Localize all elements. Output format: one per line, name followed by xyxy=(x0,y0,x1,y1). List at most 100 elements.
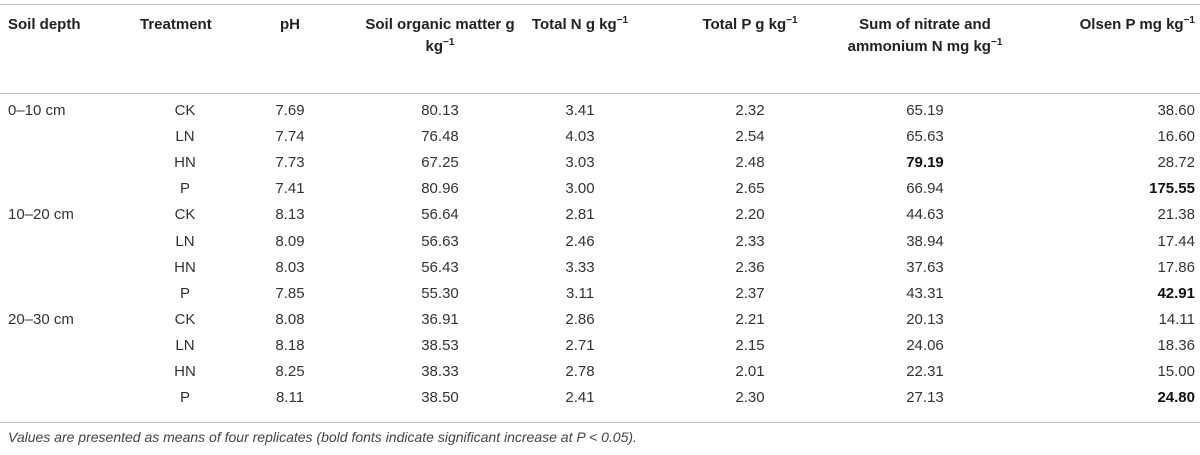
table-cell-treatment: HN xyxy=(174,363,196,380)
table-cell-ph: 7.73 xyxy=(275,154,305,172)
table-cell-olsen: 175.55 xyxy=(1149,180,1195,198)
column-header-nn: Sum of nitrate and ammonium N mg kg−1 xyxy=(840,14,1010,58)
table-cell-treatment: HN xyxy=(174,154,196,172)
table-cell-nn: 79.19 xyxy=(906,154,944,172)
column-header-olsen: Olsen P mg kg−1 xyxy=(1045,14,1195,36)
table-cell-tp: 2.01 xyxy=(735,363,765,380)
table-cell-tn: 2.41 xyxy=(565,389,595,407)
header-bottom-rule xyxy=(0,93,1200,94)
table-cell-olsen: 15.00 xyxy=(1157,363,1195,380)
table-cell-tn: 2.78 xyxy=(565,363,595,380)
table-cell-som: 76.48 xyxy=(421,128,459,146)
table-cell-tn: 3.41 xyxy=(565,102,595,119)
column-header-ph: pH xyxy=(250,14,330,36)
table-cell-treatment: P xyxy=(179,284,190,302)
column-header-label: Treatment xyxy=(140,16,212,33)
table-cell-ph: 7.41 xyxy=(275,180,305,198)
table-cell-nn: 27.13 xyxy=(906,389,944,407)
table-cell-treatment: CK xyxy=(174,310,196,328)
table-cell-tp: 2.48 xyxy=(735,154,765,172)
table-cell-tn: 2.81 xyxy=(565,206,595,224)
table-cell-nn: 66.94 xyxy=(906,180,944,198)
table-cell-nn: 43.31 xyxy=(906,284,944,302)
table-cell-som: 38.50 xyxy=(421,389,459,407)
table-cell-tp: 2.21 xyxy=(735,310,765,328)
table-cell-olsen: 38.60 xyxy=(1157,102,1195,119)
column-header-unit: mg kg xyxy=(946,38,991,55)
table-cell-ph: 8.13 xyxy=(275,206,305,224)
table-cell-nn: 65.19 xyxy=(906,102,944,119)
table-cell-tn: 3.33 xyxy=(565,258,595,276)
table-cell-som: 56.43 xyxy=(421,258,459,276)
table-cell-tp: 2.15 xyxy=(735,336,765,354)
table-cell-som: 56.63 xyxy=(421,232,459,250)
column-header-som: Soil organic matter g kg−1 xyxy=(360,14,520,58)
table-cell-nn: 38.94 xyxy=(906,232,944,250)
table-cell-som: 38.53 xyxy=(421,336,459,354)
table-cell-tp: 2.20 xyxy=(735,206,765,224)
table-cell-tp: 2.32 xyxy=(735,102,765,119)
table-cell-olsen: 16.60 xyxy=(1157,128,1195,146)
column-header-label: Total N xyxy=(531,16,582,33)
table-cell-treatment: P xyxy=(179,180,190,198)
table-bottom-rule xyxy=(0,422,1200,423)
column-header-label: Soil depth xyxy=(8,16,81,33)
column-header-unit: g kg xyxy=(755,16,787,33)
table-cell-ph: 8.11 xyxy=(275,389,305,407)
table-cell-depth: 0–10 cm xyxy=(8,102,66,119)
table-cell-treatment: LN xyxy=(175,336,195,354)
table-cell-ph: 8.25 xyxy=(275,363,305,380)
table-cell-treatment: HN xyxy=(174,258,196,276)
table-cell-tn: 3.03 xyxy=(565,154,595,172)
table-cell-treatment: CK xyxy=(174,102,196,119)
table-cell-olsen: 24.80 xyxy=(1157,389,1195,407)
column-header-unit-exponent: −1 xyxy=(616,15,629,26)
table-cell-olsen: 14.11 xyxy=(1158,310,1195,328)
table-cell-tn: 3.11 xyxy=(565,284,595,302)
table-cell-nn: 20.13 xyxy=(906,310,944,328)
table-cell-tp: 2.65 xyxy=(735,180,765,198)
table-cell-tp: 2.37 xyxy=(735,284,765,302)
table-cell-olsen: 17.44 xyxy=(1157,232,1195,250)
table-cell-olsen: 28.72 xyxy=(1157,154,1195,172)
table-cell-olsen: 21.38 xyxy=(1157,206,1195,224)
table-cell-ph: 7.74 xyxy=(275,128,305,146)
table-cell-ph: 7.69 xyxy=(275,102,305,119)
table-cell-olsen: 18.36 xyxy=(1157,336,1195,354)
table-cell-ph: 7.85 xyxy=(275,284,305,302)
table-cell-olsen: 42.91 xyxy=(1157,284,1195,302)
table-cell-ph: 8.08 xyxy=(275,310,305,328)
column-header-label: pH xyxy=(280,16,300,33)
table-cell-tn: 3.00 xyxy=(565,180,595,198)
table-cell-som: 55.30 xyxy=(421,284,459,302)
table-top-rule xyxy=(0,4,1200,5)
column-header-treatment: Treatment xyxy=(140,14,250,36)
column-header-unit: g kg xyxy=(585,16,617,33)
column-header-unit-exponent: −1 xyxy=(990,37,1003,48)
table-cell-som: 80.96 xyxy=(421,180,459,198)
table-cell-olsen: 17.86 xyxy=(1157,258,1195,276)
column-header-unit-exponent: −1 xyxy=(1183,15,1195,26)
column-header-label: Olsen P xyxy=(1079,16,1136,33)
table-cell-nn: 22.31 xyxy=(906,363,944,380)
table-cell-ph: 8.03 xyxy=(275,258,305,276)
column-header-unit-exponent: −1 xyxy=(786,15,798,26)
table-cell-tp: 2.54 xyxy=(735,128,765,146)
table-cell-ph: 8.18 xyxy=(275,336,305,354)
table-cell-som: 38.33 xyxy=(421,363,459,380)
table-cell-tp: 2.33 xyxy=(735,232,765,250)
column-header-label: Soil organic matter xyxy=(365,16,502,33)
column-header-tp: Total P g kg−1 xyxy=(680,14,820,36)
table-cell-treatment: P xyxy=(179,389,190,407)
table-cell-nn: 44.63 xyxy=(906,206,944,224)
table-cell-treatment: CK xyxy=(174,206,196,224)
table-cell-som: 56.64 xyxy=(421,206,459,224)
table-cell-tp: 2.36 xyxy=(735,258,765,276)
table-footnote: Values are presented as means of four re… xyxy=(8,429,637,445)
table-cell-ph: 8.09 xyxy=(275,232,305,250)
column-header-unit: g kg xyxy=(425,16,515,55)
table-cell-depth: 10–20 cm xyxy=(8,206,74,224)
table-cell-tn: 2.86 xyxy=(565,310,595,328)
table-cell-nn: 65.63 xyxy=(906,128,944,146)
column-header-label: Sum of nitrate and ammonium N xyxy=(847,16,991,55)
